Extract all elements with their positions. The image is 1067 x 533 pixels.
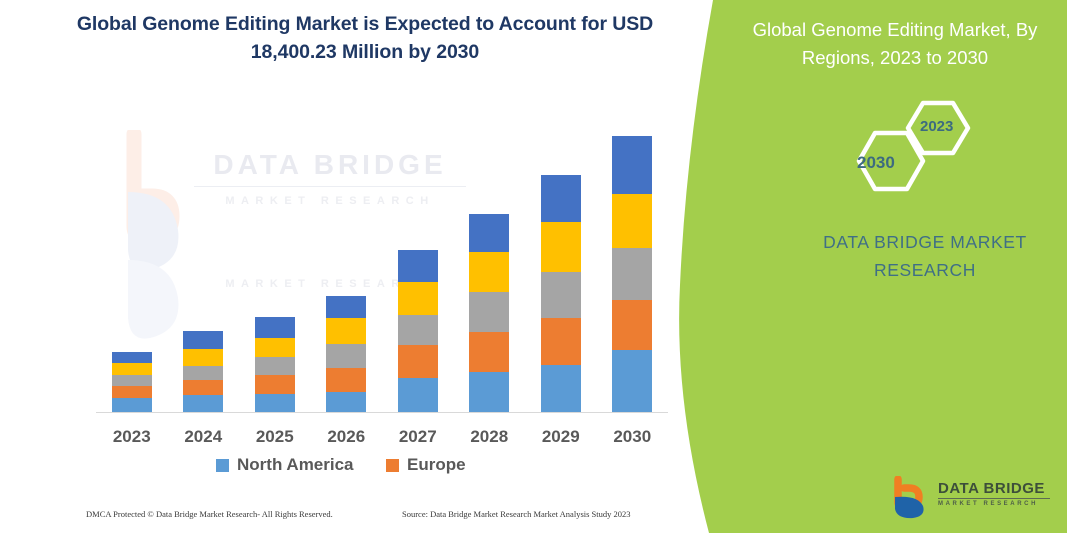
bar-segment [183,349,224,366]
x-axis-label-2024: 2024 [184,427,223,446]
bar-segment [111,352,152,363]
bar-2027[interactable] [397,250,438,412]
bar-2024[interactable] [183,331,224,412]
bar-segment [612,136,653,194]
bar-segment [469,214,510,252]
panel-title: Global Genome Editing Market, By Regions… [752,19,1038,68]
bar-segment [540,175,581,222]
x-axis-label-2025: 2025 [255,427,294,446]
legend-swatch [216,458,229,472]
x-axis-label-2027: 2027 [398,427,437,446]
hexagon-outline-icon [856,100,971,192]
legend-swatch [386,458,399,472]
bar-segment [612,350,653,412]
bar-segment [326,368,367,392]
x-axis-label-2030: 2030 [613,427,652,446]
hexagon-2023-label: 2023 [920,118,954,135]
bar-segment [540,222,581,272]
bar-segment [326,392,367,412]
bar-segment [254,338,295,357]
bar-segment [397,282,438,315]
bar-segment [111,386,152,398]
legend-label: North America [237,455,354,474]
data-bridge-logo-icon [894,476,924,519]
bar-segment [540,272,581,318]
bar-2028[interactable] [469,214,510,412]
bar-segment [326,296,367,318]
green-panel-shape [679,0,1067,533]
bar-segment [183,366,224,380]
bar-segment [469,292,510,332]
bar-segment [254,375,295,394]
bar-segment [540,318,581,365]
bar-segment [397,345,438,378]
footer: DMCA Protected © Data Bridge Market Rese… [0,505,720,527]
page-title: Global Genome Editing Market is Expected… [76,13,654,63]
bar-segment [469,372,510,412]
bar-segment [469,252,510,292]
legend-item-north-america[interactable]: North America [216,455,354,475]
bar-segment [397,250,438,282]
footer-source: Source: Data Bridge Market Research Mark… [402,509,631,519]
hexagon-2023-shape [905,100,971,156]
legend-item-europe[interactable]: Europe [386,455,466,475]
logo-text: DATA BRIDGE MARKET RESEARCH [938,480,1050,507]
bar-segment [612,300,653,350]
legend-label: Europe [407,455,466,474]
panel-brand-text: DATA BRIDGE MARKET RESEARCH [823,232,1027,280]
bar-segment [469,332,510,372]
bar-segment [612,194,653,248]
x-axis-label-2029: 2029 [541,427,580,446]
bar-segment [183,331,224,349]
logo-main-text: DATA BRIDGE [938,480,1045,497]
bar-segment [397,378,438,412]
bar-2026[interactable] [326,296,367,412]
bar-segment [612,248,653,300]
x-axis-labels: 2023 2024 2025 2026 2027 2028 2029 2030 [96,427,668,453]
logo-sub-text: MARKET RESEARCH [938,501,1039,507]
bar-segment [254,394,295,412]
bar-2030[interactable] [612,136,653,412]
green-side-panel [660,0,1067,533]
x-axis-baseline [96,412,668,413]
hexagon-2030-shape [856,130,926,192]
bar-segment [254,357,295,375]
bar-2025[interactable] [254,317,295,412]
bar-segment [111,398,152,412]
hexagon-2030-label: 2030 [857,153,895,172]
chart-panel: Global Genome Editing Market is Expected… [0,13,720,527]
bar-segment [183,380,224,395]
bar-segment [397,315,438,345]
bar-segment [254,317,295,338]
bar-segment [540,365,581,412]
x-axis-label-2026: 2026 [327,427,366,446]
x-axis-label-2028: 2028 [470,427,509,446]
brand-logo: DATA BRIDGE MARKET RESEARCH [890,476,1050,520]
bar-segment [326,344,367,368]
plot-area [96,120,668,413]
hexagon-badges: 2030 2023 [815,95,995,205]
bar-segment [183,395,224,412]
bar-segment [111,375,152,386]
bar-segment [326,318,367,344]
bar-2029[interactable] [540,175,581,412]
bar-2023[interactable] [111,352,152,412]
x-axis-label-2023: 2023 [112,427,151,446]
footer-copyright: DMCA Protected © Data Bridge Market Rese… [86,509,333,519]
bar-segment [111,363,152,375]
logo-divider [938,498,1050,499]
chart-legend: North America Europe [96,455,668,481]
